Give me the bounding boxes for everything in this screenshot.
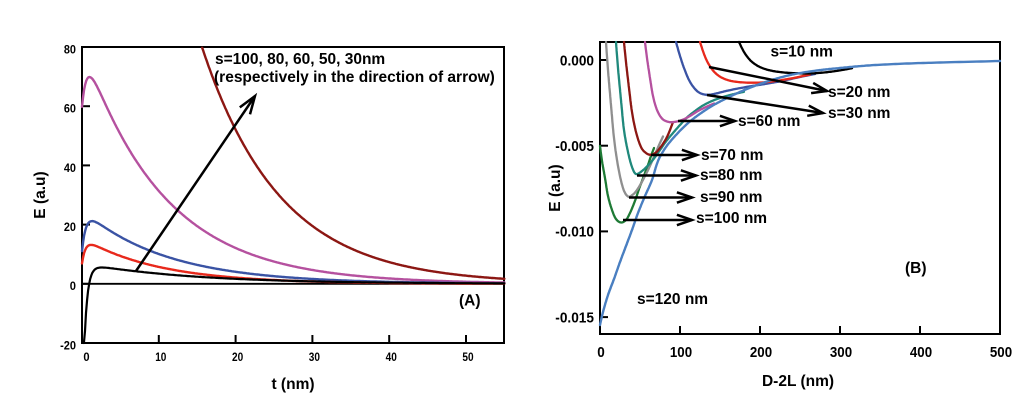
svg-text:20: 20 bbox=[64, 220, 76, 234]
svg-text:s=30 nm: s=30 nm bbox=[828, 105, 890, 122]
svg-text:D-2L (nm): D-2L (nm) bbox=[762, 373, 834, 390]
svg-text:s=10 nm: s=10 nm bbox=[771, 44, 833, 61]
svg-text:s=100, 80, 60, 50, 30nm: s=100, 80, 60, 50, 30nm bbox=[215, 51, 385, 68]
svg-text:s=100 nm: s=100 nm bbox=[696, 210, 767, 227]
svg-text:10: 10 bbox=[155, 350, 166, 364]
svg-text:400: 400 bbox=[910, 344, 932, 361]
svg-text:80: 80 bbox=[64, 42, 76, 56]
svg-text:t (nm): t (nm) bbox=[271, 376, 314, 393]
svg-text:s=60 nm: s=60 nm bbox=[738, 113, 800, 130]
svg-text:0: 0 bbox=[70, 279, 76, 293]
svg-text:40: 40 bbox=[64, 161, 76, 175]
svg-text:(respectively in the direction: (respectively in the direction of arrow) bbox=[214, 69, 495, 86]
svg-text:E (a.u): E (a.u) bbox=[547, 164, 564, 211]
svg-text:s=70 nm: s=70 nm bbox=[701, 147, 763, 164]
svg-text:500: 500 bbox=[990, 344, 1012, 361]
svg-text:40: 40 bbox=[386, 350, 397, 364]
svg-text:30: 30 bbox=[309, 350, 320, 364]
svg-text:50: 50 bbox=[462, 350, 473, 364]
svg-text:(A): (A) bbox=[459, 293, 481, 310]
svg-text:(B): (B) bbox=[905, 260, 927, 277]
svg-text:60: 60 bbox=[64, 102, 76, 116]
svg-text:200: 200 bbox=[750, 344, 772, 361]
svg-text:20: 20 bbox=[232, 350, 243, 364]
svg-text:100: 100 bbox=[670, 344, 692, 361]
svg-text:s=80 nm: s=80 nm bbox=[700, 167, 762, 184]
svg-text:0.000: 0.000 bbox=[560, 52, 594, 69]
svg-text:300: 300 bbox=[830, 344, 852, 361]
svg-text:s=120 nm: s=120 nm bbox=[637, 291, 708, 308]
svg-text:-0.015: -0.015 bbox=[555, 309, 594, 326]
svg-text:-0.005: -0.005 bbox=[555, 138, 594, 155]
svg-text:0: 0 bbox=[597, 344, 605, 361]
svg-text:-20: -20 bbox=[60, 338, 76, 352]
svg-text:0: 0 bbox=[83, 350, 89, 364]
svg-text:s=20 nm: s=20 nm bbox=[828, 84, 890, 101]
svg-text:E (a.u): E (a.u) bbox=[32, 171, 49, 218]
svg-text:s=90 nm: s=90 nm bbox=[700, 189, 762, 206]
svg-text:-0.010: -0.010 bbox=[555, 224, 594, 241]
